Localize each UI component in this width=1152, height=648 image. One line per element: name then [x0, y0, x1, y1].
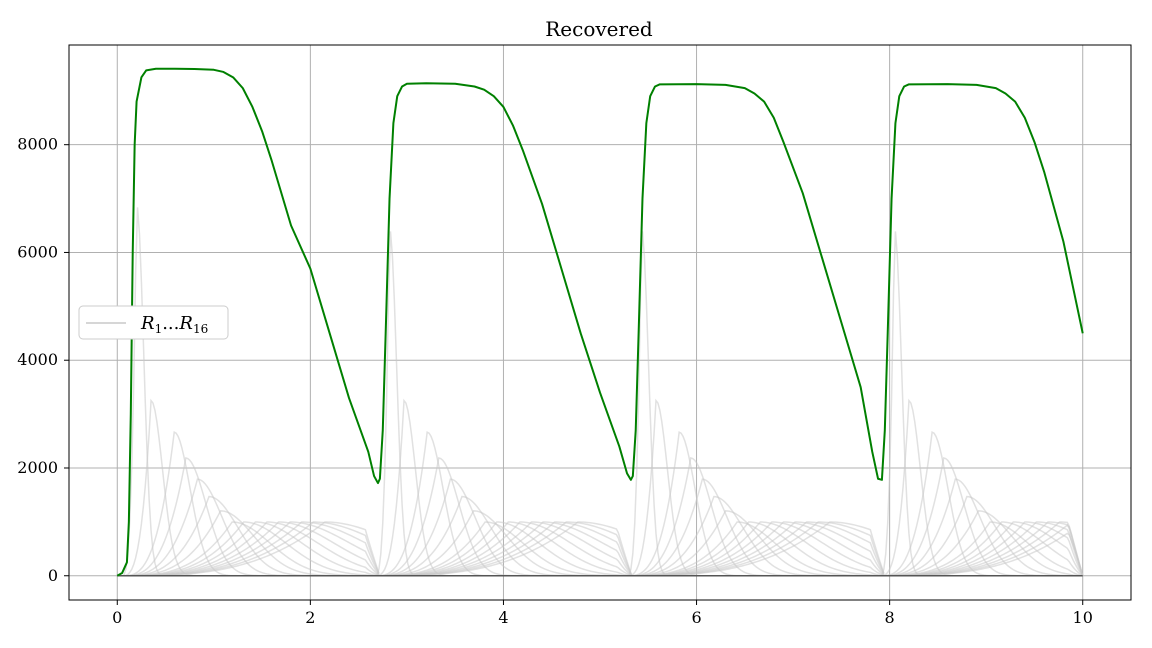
legend-symbol-last: R — [178, 313, 193, 334]
y-tick-label: 2000 — [17, 458, 58, 477]
group-recovered-line — [879, 495, 1083, 577]
y-axis-ticks: 0 2000 4000 6000 8000 — [17, 135, 69, 585]
group-recovered-lines — [117, 207, 1084, 577]
legend-subscript-last: 16 — [193, 322, 208, 336]
total-recovered-line — [116, 67, 1084, 577]
x-tick-label: 2 — [305, 608, 315, 627]
y-tick-label: 0 — [48, 566, 58, 585]
x-tick-label: 4 — [498, 608, 508, 627]
axes-frame — [68, 44, 1132, 601]
chart-title: Recovered — [545, 17, 653, 41]
x-tick-label: 8 — [885, 608, 895, 627]
y-tick-label: 8000 — [17, 135, 58, 154]
y-tick-label: 4000 — [17, 350, 58, 369]
legend-subscript-first: 1 — [155, 322, 163, 336]
legend: R1...R16 — [78, 305, 229, 340]
x-tick-label: 6 — [691, 608, 701, 627]
x-tick-label: 10 — [1073, 608, 1093, 627]
total-recovered-line-group — [116, 67, 1084, 577]
legend-ellipsis: ... — [162, 313, 179, 334]
x-axis-ticks: 0 2 4 6 8 10 — [112, 600, 1093, 627]
legend-symbol-first: R — [140, 313, 155, 334]
legend-box — [78, 305, 229, 340]
x-tick-label: 0 — [112, 608, 122, 627]
legend-label: R1...R16 — [140, 313, 208, 336]
y-tick-label: 6000 — [17, 242, 58, 261]
group-recovered-line — [879, 510, 1083, 577]
